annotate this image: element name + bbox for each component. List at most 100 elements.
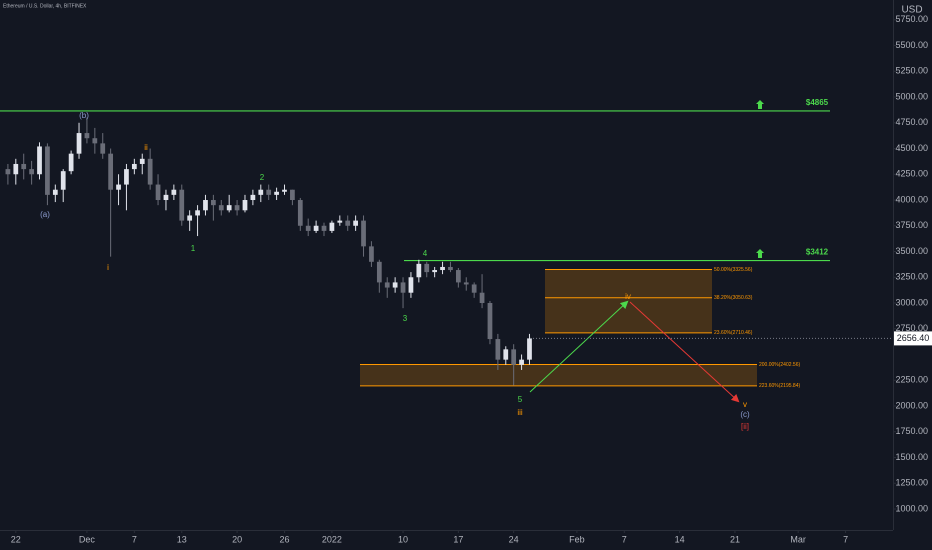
candle-body: [290, 189, 295, 201]
wave-label: (b): [79, 111, 89, 120]
candle-body: [329, 222, 335, 231]
x-tick-label: Mar: [790, 534, 806, 544]
candle-body: [203, 200, 208, 211]
candle-body: [266, 189, 272, 195]
candle-body: [400, 282, 406, 293]
candle-body: [92, 138, 98, 144]
candle-body: [495, 339, 501, 360]
wave-label: ii: [144, 143, 148, 152]
y-tick-label: 3750.00: [895, 220, 928, 230]
candle-body: [84, 133, 90, 139]
candle-body: [408, 277, 414, 293]
y-tick-label: 1000.00: [895, 503, 928, 513]
y-tick-label: 5000.00: [895, 91, 928, 101]
candle-body: [305, 225, 311, 231]
candle-body: [218, 205, 224, 211]
candle-body: [258, 189, 264, 195]
up-arrow-icon: [756, 249, 764, 258]
wave-label: iv: [625, 292, 631, 301]
x-tick-label: Dec: [79, 534, 96, 544]
candle-body: [432, 270, 438, 273]
candle-body: [37, 146, 42, 175]
candle-body: [353, 220, 358, 226]
candle-body: [519, 359, 524, 365]
candle-body: [250, 194, 256, 201]
wave-label: v: [743, 400, 747, 409]
candle-body: [76, 133, 82, 154]
projection-arrow: [529, 300, 629, 393]
candle-body: [361, 220, 366, 247]
candle-body: [416, 263, 422, 278]
candle-body: [171, 189, 177, 195]
wave-label: 5: [518, 395, 523, 404]
y-tick-label: 3500.00: [895, 246, 928, 256]
y-tick-label: 4750.00: [895, 117, 928, 127]
candle-body: [392, 282, 398, 288]
y-tick-label: 1250.00: [895, 478, 928, 488]
last-price-tag: [894, 331, 932, 346]
candle-body: [131, 163, 137, 170]
candle-body: [211, 200, 216, 206]
candle-body: [242, 200, 248, 211]
wave-label: 1: [191, 244, 196, 253]
x-tick-label: 10: [398, 534, 408, 544]
candle-body: [100, 143, 106, 154]
candle-body: [282, 189, 287, 192]
y-tick-label: 3000.00: [895, 297, 928, 307]
plot-area: 50.00%(3325.56) 38.20%(3050.63) 23.60%(271…: [0, 98, 830, 431]
candle-body: [5, 169, 11, 175]
candle-body: [471, 284, 477, 293]
candle-body: [60, 171, 66, 190]
price-level-label: $3412: [806, 248, 829, 257]
candle-body: [52, 189, 58, 195]
x-tick-label: 7: [843, 534, 848, 544]
candle-body: [195, 210, 200, 216]
x-tick-label: 17: [453, 534, 463, 544]
up-arrow-icon: [756, 100, 764, 109]
fib-label: 23.60%(2710.46): [714, 330, 753, 336]
chart-title: Ethereum / U.S. Dollar, 4h, BITFINEX: [3, 3, 87, 9]
y-tick-label: 5500.00: [895, 40, 928, 50]
wave-label: iii: [517, 408, 523, 417]
wave-label: 2: [260, 173, 265, 182]
candle-body: [163, 194, 169, 201]
wave-label: i: [107, 263, 109, 272]
candle-body: [187, 215, 193, 221]
candle-body: [424, 263, 430, 273]
y-tick-label: 4500.00: [895, 143, 928, 153]
candle-body: [455, 270, 461, 283]
candle-body: [29, 169, 34, 175]
y-tick-label: 1750.00: [895, 426, 928, 436]
candle-body: [503, 349, 509, 360]
candle-body: [124, 169, 129, 185]
candle-body: [116, 184, 121, 190]
wave-label: 4: [423, 249, 428, 258]
wave-label: [ii]: [741, 422, 749, 431]
candle-body: [384, 282, 390, 288]
y-tick-label: 2250.00: [895, 375, 928, 385]
x-tick-label: 21: [730, 534, 740, 544]
price-level-label: $4865: [806, 98, 829, 107]
x-tick-label: Feb: [569, 534, 585, 544]
candle-body: [337, 220, 343, 223]
candle-body: [376, 261, 382, 283]
wave-label: (a): [40, 210, 50, 219]
candle-body: [345, 220, 351, 226]
x-tick-label: 20: [232, 534, 242, 544]
candle-body: [440, 266, 445, 271]
x-tick-label: 14: [675, 534, 685, 544]
y-tick-label: 4000.00: [895, 194, 928, 204]
candle-body: [139, 158, 145, 164]
wave-label: (c): [740, 410, 750, 419]
fib-label: 50.00%(3325.56): [714, 267, 753, 273]
candle-body: [274, 191, 279, 195]
x-tick-label: 26: [279, 534, 289, 544]
y-axis-label: USD: [901, 5, 922, 16]
candle-body: [511, 349, 517, 365]
candle-body: [155, 184, 161, 201]
y-tick-label: 5750.00: [895, 14, 928, 24]
fib-label: 38.20%(3050.63): [714, 295, 753, 301]
x-tick-label: 2022: [322, 534, 342, 544]
candle-body: [13, 163, 19, 175]
